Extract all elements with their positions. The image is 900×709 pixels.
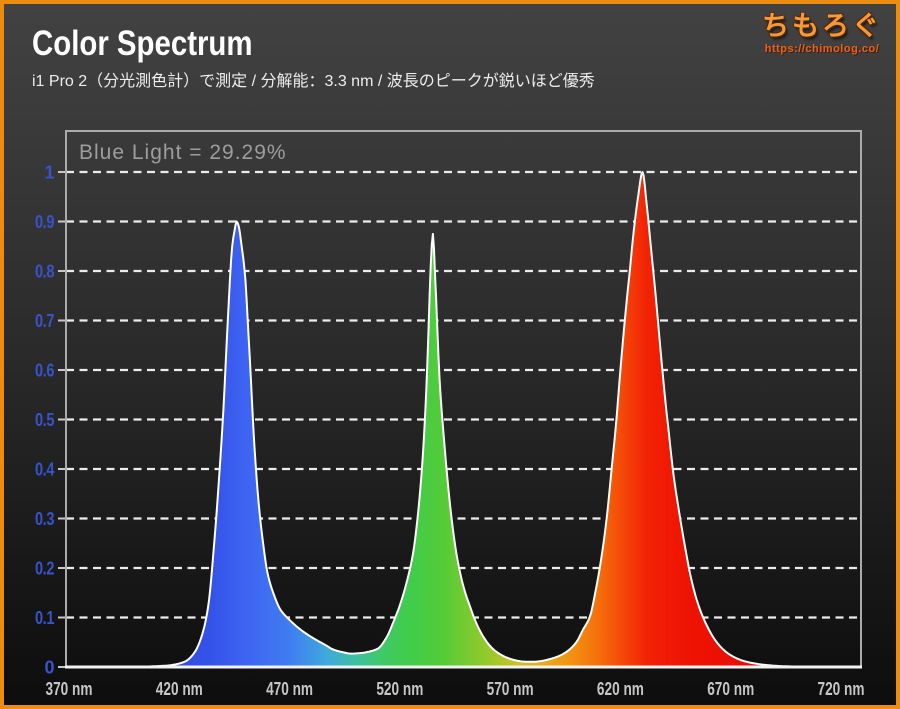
- spectrum-curve: [69, 171, 861, 668]
- x-axis-label: 570 nm: [487, 679, 534, 699]
- gridlines: [66, 170, 861, 619]
- x-axis-labels: 370 nm 420 nm 470 nm 520 nm 570 nm 620 nm 670 …: [46, 679, 865, 699]
- blue-light-annotation: Blue Light = 29.29%: [79, 141, 287, 164]
- y-axis-label: 0.4: [35, 460, 54, 480]
- y-axis-labels: 0 0.1 0.2 0.3 0.4 0.5 0.6 0.7 0.8 0.9 1: [35, 163, 55, 678]
- y-axis-label: 0.8: [35, 262, 54, 282]
- x-axis-label: 670 nm: [707, 679, 754, 699]
- plot-border: [65, 130, 862, 667]
- spectrum-chart: 0 0.1 0.2 0.3 0.4 0.5 0.6 0.7 0.8 0.9 1 370 nm 420 n…: [35, 130, 865, 699]
- chart-header: Color Spectrum i1 Pro 2（分光測色計）で測定 / 分解能：…: [32, 24, 595, 91]
- x-axis-label: 470 nm: [266, 679, 313, 699]
- y-axis-label: 0.9: [35, 212, 54, 232]
- site-logo-text: ちもろぐ: [762, 11, 882, 41]
- x-axis-label: 620 nm: [597, 679, 644, 699]
- y-axis-label: 0: [44, 658, 54, 678]
- y-axis-label: 1: [44, 163, 54, 183]
- y-axis-label: 0.6: [35, 361, 54, 381]
- y-axis-label: 0.2: [35, 559, 54, 579]
- y-axis-label: 0.1: [35, 608, 54, 628]
- page-subtitle: i1 Pro 2（分光測色計）で測定 / 分解能：3.3 nm / 波長のピーク…: [32, 72, 595, 90]
- y-axis-label: 0.7: [35, 311, 54, 331]
- page-title: Color Spectrum: [32, 24, 253, 63]
- x-axis-label: 420 nm: [156, 679, 203, 699]
- spectrum-area: [69, 172, 861, 667]
- site-logo: ちもろぐ https://chimolog.co/: [762, 11, 882, 55]
- y-axis-label: 0.3: [35, 509, 54, 529]
- x-axis-label: 720 nm: [818, 679, 865, 699]
- y-axis-label: 0.5: [35, 410, 54, 430]
- site-logo-url: https://chimolog.co/: [764, 42, 880, 55]
- x-axis-label: 520 nm: [376, 679, 423, 699]
- x-axis-label: 370 nm: [46, 679, 93, 699]
- y-ticks: [58, 171, 66, 668]
